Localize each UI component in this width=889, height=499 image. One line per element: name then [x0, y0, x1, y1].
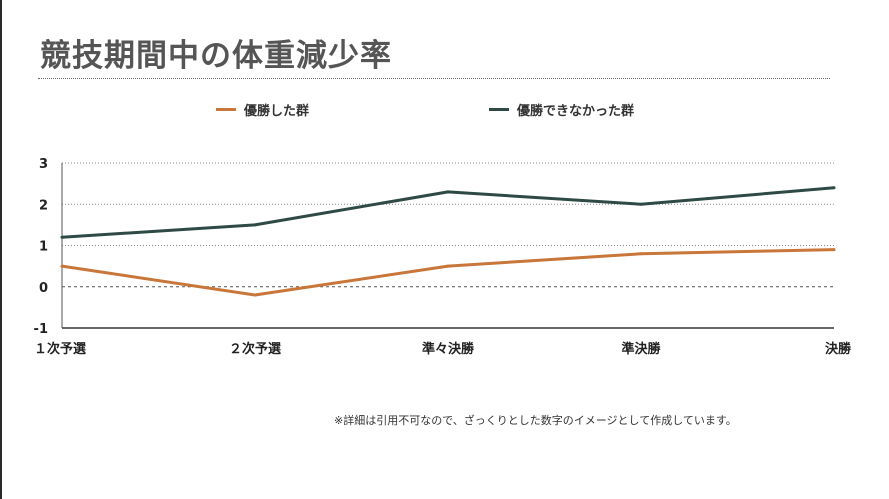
legend-label-winners: 優勝した群	[244, 104, 310, 119]
y-tick-label: 0	[39, 281, 48, 296]
data-point-0-1	[253, 293, 257, 297]
x-tick-label: 準決勝	[621, 341, 661, 357]
series-line-0	[61, 248, 835, 297]
legend-item-non-winners: 優勝できなかった群	[489, 100, 634, 119]
x-tick-label: 決勝	[825, 341, 852, 357]
data-point-1-1	[253, 223, 257, 227]
data-point-1-2	[446, 190, 450, 194]
y-tick-label: 2	[39, 198, 48, 213]
data-point-1-3	[639, 202, 643, 206]
data-point-1-0	[60, 235, 64, 239]
footnote: ※詳細は引用不可なので、ざっくりとした数字のイメージとして作成しています。	[334, 414, 737, 427]
title-divider	[38, 78, 830, 79]
page-title: 競技期間中の体重減少率	[40, 38, 392, 74]
data-point-0-3	[639, 252, 643, 256]
data-point-0-4	[832, 248, 836, 252]
legend-item-winners: 優勝した群	[216, 100, 309, 119]
y-tick-label: 1	[39, 240, 48, 255]
y-tick-label: 3	[39, 157, 48, 172]
x-tick-label: ２次予選	[229, 341, 281, 357]
left-border	[0, 0, 2, 499]
legend-swatch-non-winners	[489, 108, 509, 111]
data-point-1-4	[832, 186, 836, 190]
x-tick-label: １次予選	[34, 341, 86, 357]
data-point-0-2	[446, 264, 450, 268]
series-line-1	[61, 186, 835, 239]
data-point-0-0	[60, 264, 64, 268]
y-tick-label: -1	[34, 322, 48, 337]
x-tick-label: 準々決勝	[422, 341, 475, 357]
legend-swatch-winners	[216, 108, 236, 111]
legend-label-non-winners: 優勝できなかった群	[517, 104, 635, 119]
